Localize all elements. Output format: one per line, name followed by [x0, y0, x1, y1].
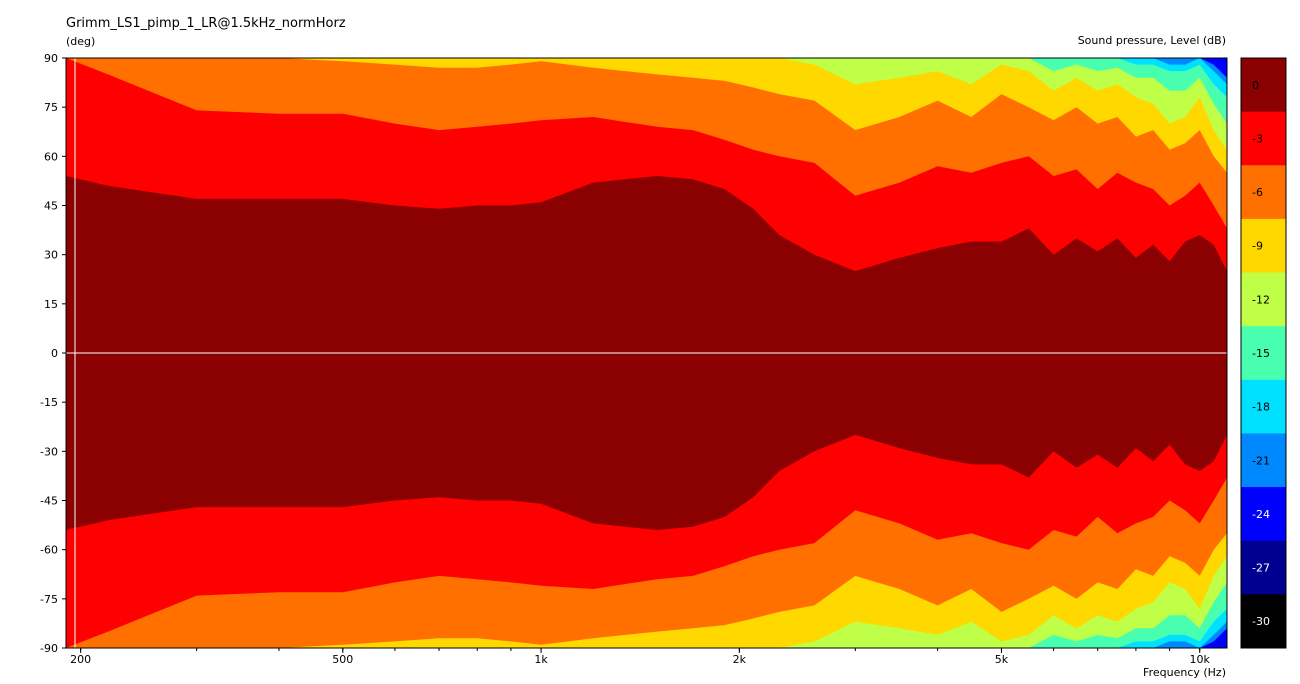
- colorbar-label--15: -15: [1252, 347, 1270, 360]
- y-tick-label: 30: [44, 249, 58, 262]
- colorbar-label--27: -27: [1252, 562, 1270, 575]
- colorbar-label-0: 0: [1252, 79, 1259, 92]
- y-axis: 90 75 60 45 30 15 0 -15 -30 -45 -60 -75 -90: [40, 52, 66, 655]
- colorbar-swatch: [1241, 111, 1286, 166]
- x-tick-label: 200: [70, 653, 91, 666]
- y-tick-label: -60: [40, 544, 58, 557]
- colorbar-swatch: [1241, 165, 1286, 220]
- y-tick-label: 45: [44, 200, 58, 213]
- y-tick-label: -75: [40, 593, 58, 606]
- x-tick-label: 500: [332, 653, 353, 666]
- colorbar: 0 -3 -6 -9 -12 -15 -18 -21 -24 -27 -30: [1240, 57, 1287, 649]
- y-tick-label: 90: [44, 52, 58, 65]
- colorbar-label: Sound pressure, Level (dB): [1078, 34, 1226, 47]
- colorbar-swatch: [1241, 272, 1286, 327]
- x-axis-label: Frequency (Hz): [1143, 666, 1226, 679]
- colorbar-label--3: -3: [1252, 132, 1263, 145]
- y-tick-label: -45: [40, 495, 58, 508]
- colorbar-label--18: -18: [1252, 401, 1270, 414]
- chart-title: Grimm_LS1_pimp_1_LR@1.5kHz_normHorz: [66, 16, 346, 31]
- colorbar-swatch: [1241, 218, 1286, 274]
- colorbar-swatch: [1241, 379, 1286, 434]
- y-tick-label: 60: [44, 150, 58, 163]
- x-tick-label: 5k: [995, 653, 1009, 666]
- y-tick-label: 0: [51, 347, 58, 360]
- colorbar-label--12: -12: [1252, 293, 1270, 306]
- x-tick-label: 1k: [534, 653, 548, 666]
- colorbar-label--24: -24: [1252, 508, 1270, 521]
- colorbar-swatch: [1241, 487, 1286, 542]
- colorbar-swatch: [1241, 433, 1286, 488]
- colorbar-label--6: -6: [1252, 186, 1263, 199]
- y-tick-label: -90: [40, 642, 58, 655]
- colorbar-swatch: [1241, 540, 1286, 595]
- colorbar-swatch: [1241, 594, 1286, 649]
- colorbar-label--21: -21: [1252, 454, 1270, 467]
- colorbar-frame: [1240, 57, 1287, 649]
- x-axis: 200 500 1k 2k 5k 10k: [70, 648, 1211, 666]
- y-axis-label: (deg): [66, 35, 95, 48]
- y-tick-label: -30: [40, 445, 58, 458]
- x-tick-label: 10k: [1190, 653, 1211, 666]
- colorbar-label--9: -9: [1252, 240, 1263, 253]
- x-tick-label: 2k: [733, 653, 747, 666]
- colorbar-swatch: [1241, 58, 1286, 113]
- colorbar-label--30: -30: [1252, 615, 1270, 628]
- y-tick-label: 15: [44, 298, 58, 311]
- y-tick-label: -15: [40, 396, 58, 409]
- plot-area: [65, 57, 1228, 649]
- colorbar-swatch: [1241, 326, 1286, 381]
- y-tick-label: 75: [44, 101, 58, 114]
